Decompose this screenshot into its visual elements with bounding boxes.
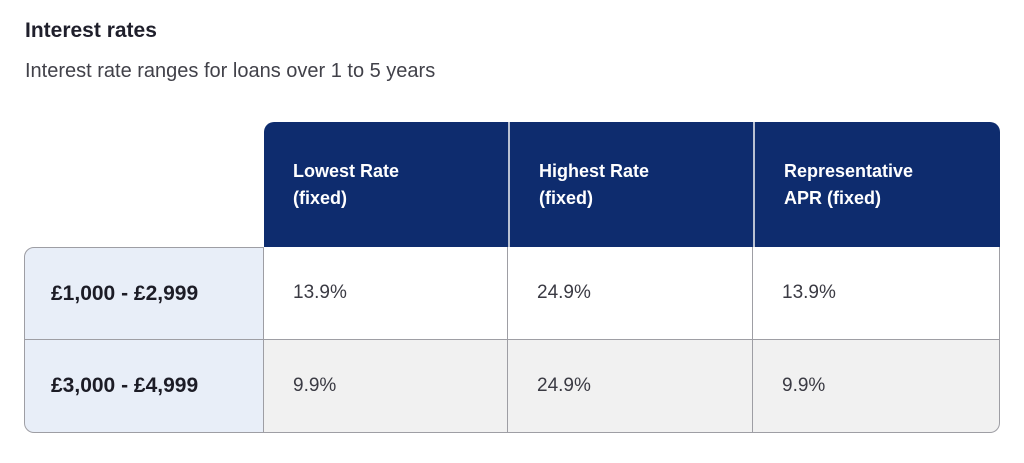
column-header-highest-rate-line1: Highest Rate: [539, 160, 650, 181]
column-header-representative-apr: Representative APR (fixed): [753, 122, 1000, 247]
row-label-3000-4999: £3,000 - £4,999: [24, 340, 264, 433]
column-header-representative-apr-line1: Representative: [784, 160, 914, 181]
cell-row2-highest-rate: 24.9%: [508, 340, 753, 433]
cell-row2-lowest-rate: 9.9%: [264, 340, 508, 433]
interest-rates-table: Lowest Rate (fixed) Highest Rate (fixed)…: [24, 122, 1000, 433]
column-header-representative-apr-line2: APR (fixed): [784, 187, 882, 208]
column-header-highest-rate: Highest Rate (fixed): [508, 122, 753, 247]
cell-row1-highest-rate: 24.9%: [508, 247, 753, 340]
cell-row2-representative-apr: 9.9%: [753, 340, 1000, 433]
page-subtitle: Interest rate ranges for loans over 1 to…: [25, 60, 436, 82]
interest-rates-section: Interest rates Interest rate ranges for …: [0, 18, 1024, 433]
row-label-1000-2999: £1,000 - £2,999: [24, 247, 264, 340]
page-title: Interest rates: [25, 19, 157, 42]
column-header-highest-rate-line2: (fixed): [539, 187, 593, 208]
column-header-lowest-rate-line1: Lowest Rate: [293, 160, 400, 181]
table-corner-spacer: [24, 122, 264, 247]
cell-row1-representative-apr: 13.9%: [753, 247, 1000, 340]
cell-row1-lowest-rate: 13.9%: [264, 247, 508, 340]
column-header-lowest-rate: Lowest Rate (fixed): [264, 122, 508, 247]
column-header-lowest-rate-line2: (fixed): [293, 187, 347, 208]
